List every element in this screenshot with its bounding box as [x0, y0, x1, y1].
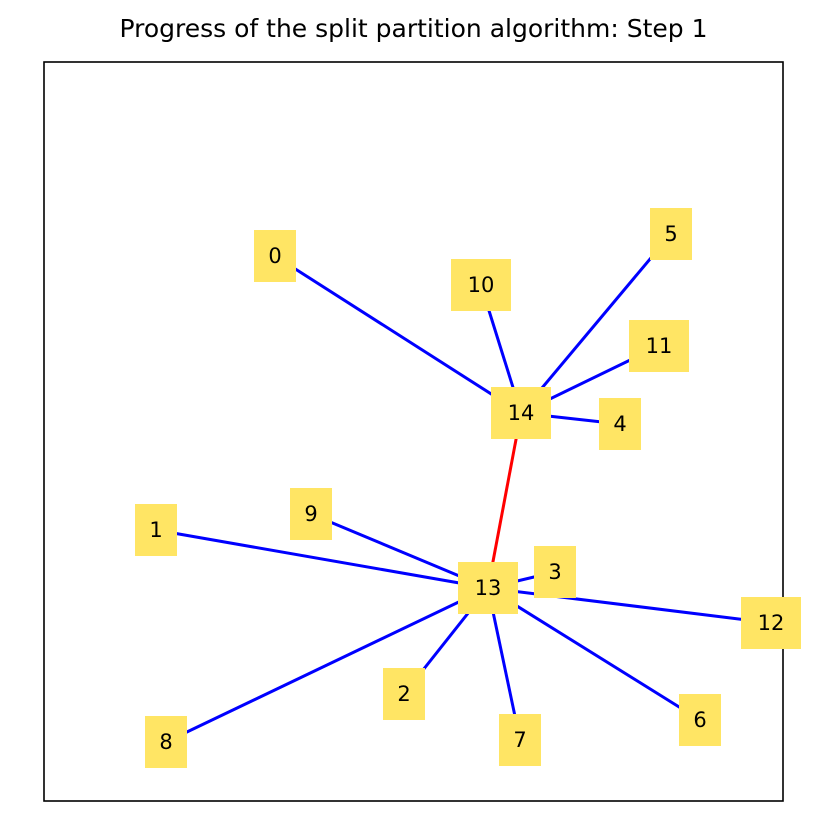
node-box [145, 716, 187, 768]
node-12: 12 [741, 597, 801, 649]
node-label: 5 [664, 222, 677, 246]
node-label: 1 [149, 518, 162, 542]
node-label: 13 [475, 576, 502, 600]
edge-13-8 [165, 586, 489, 744]
node-label: 3 [548, 560, 561, 584]
node-13: 13 [458, 562, 518, 614]
node-label: 8 [159, 730, 172, 754]
node-0: 0 [254, 230, 296, 282]
node-box [534, 546, 576, 598]
edge-14-5 [519, 233, 673, 414]
node-7: 7 [499, 714, 541, 766]
chart-title: Progress of the split partition algorith… [119, 14, 708, 43]
node-14: 14 [491, 387, 551, 439]
node-label: 11 [646, 334, 673, 358]
node-label: 0 [268, 244, 281, 268]
edge-13-6 [487, 586, 701, 722]
node-1: 1 [135, 504, 177, 556]
node-box [458, 562, 518, 614]
edge-13-1 [155, 528, 489, 590]
node-2: 2 [383, 668, 425, 720]
node-10: 10 [451, 259, 511, 311]
edge-14-13 [486, 412, 523, 589]
node-9: 9 [290, 488, 332, 540]
node-label: 6 [693, 708, 706, 732]
node-6: 6 [679, 694, 721, 746]
node-5: 5 [650, 208, 692, 260]
node-label: 2 [397, 682, 410, 706]
node-label: 7 [513, 728, 526, 752]
node-label: 14 [508, 401, 535, 425]
node-box [254, 230, 296, 282]
edge-13-12 [487, 586, 772, 625]
node-label: 12 [758, 611, 785, 635]
node-label: 4 [613, 412, 626, 436]
node-box [650, 208, 692, 260]
node-label: 10 [468, 273, 495, 297]
node-box [599, 398, 641, 450]
node-box [290, 488, 332, 540]
node-box [499, 714, 541, 766]
node-4: 4 [599, 398, 641, 450]
node-box [451, 259, 511, 311]
node-11: 11 [629, 320, 689, 372]
node-8: 8 [145, 716, 187, 768]
edge-14-0 [274, 254, 522, 415]
node-box [679, 694, 721, 746]
node-box [491, 387, 551, 439]
node-box [629, 320, 689, 372]
node-label: 9 [304, 502, 317, 526]
node-box [135, 504, 177, 556]
node-3: 3 [534, 546, 576, 598]
node-box [383, 668, 425, 720]
plot-frame [43, 61, 784, 802]
node-box [741, 597, 801, 649]
